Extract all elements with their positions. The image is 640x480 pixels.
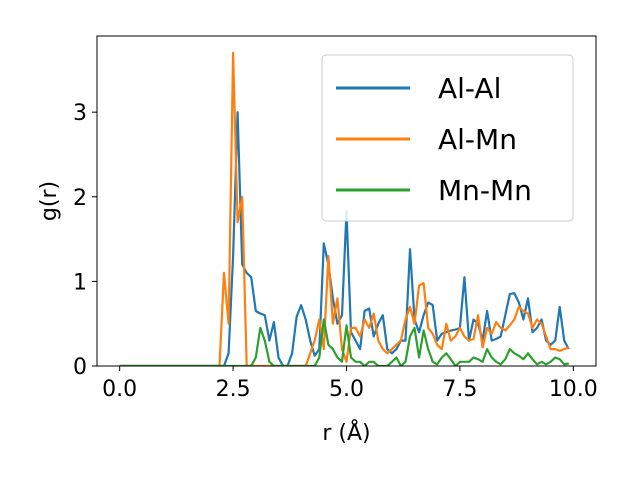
legend: Al-Al Al-Mn Mn-Mn — [321, 54, 574, 222]
x-axis-ticks: 0.0 2.5 5.0 7.5 10.0 — [102, 366, 598, 402]
series-line-al-mn — [119, 51, 570, 366]
y-tick-label: 0 — [73, 355, 87, 380]
legend-label: Al-Mn — [438, 123, 517, 156]
x-tick-label: 0.0 — [102, 377, 137, 402]
y-axis-ticks: 0 1 2 3 — [73, 101, 97, 380]
y-axis-label: g(r) — [37, 181, 62, 221]
legend-box — [321, 54, 574, 222]
y-tick-label: 2 — [73, 186, 87, 211]
legend-label: Mn-Mn — [438, 174, 532, 207]
x-tick-label: 2.5 — [216, 377, 251, 402]
x-tick-label: 10.0 — [549, 377, 598, 402]
y-tick-label: 1 — [73, 270, 87, 295]
legend-label: Al-Al — [438, 72, 501, 105]
series-layer — [119, 51, 570, 366]
series-line-mn-mn — [119, 318, 569, 366]
x-tick-label: 5.0 — [329, 377, 364, 402]
x-axis-label: r (Å) — [322, 419, 370, 446]
y-tick-label: 3 — [73, 101, 87, 126]
x-tick-label: 7.5 — [442, 377, 477, 402]
series-line-al-al — [119, 111, 570, 366]
